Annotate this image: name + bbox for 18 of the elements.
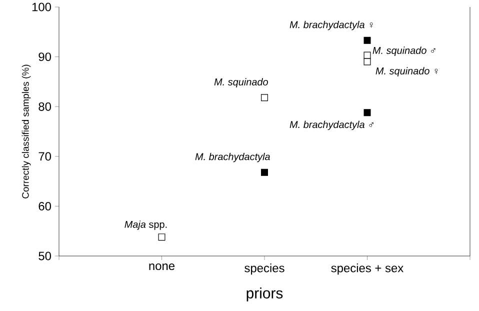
y-axis-title: Correctly classified samples (%): [22, 64, 31, 198]
x-tick-label: species: [244, 264, 284, 275]
annotation: M. squinado: [214, 78, 268, 88]
annotation: M. brachydactyla ♀: [290, 20, 373, 30]
y-tick-label: 70: [38, 152, 52, 161]
annotation: Maja spp.: [124, 220, 167, 230]
x-tick-label: none: [149, 264, 175, 270]
y-tick-label: 60: [38, 202, 52, 210]
annotation: M. squinado ♀: [376, 67, 438, 76]
x-axis-title: priors: [246, 288, 283, 302]
annotation: M. brachydactyla ♂: [290, 120, 374, 130]
x-tick-label: species + sex: [331, 264, 404, 275]
annotation: M. brachydactyla: [195, 152, 270, 162]
y-tick-label: 50: [38, 252, 52, 260]
y-tick-label: 100: [32, 2, 52, 12]
annotation: M. squinado ♂: [372, 46, 436, 56]
y-tick-label: 80: [38, 102, 52, 111]
y-tick-label: 90: [38, 52, 52, 62]
